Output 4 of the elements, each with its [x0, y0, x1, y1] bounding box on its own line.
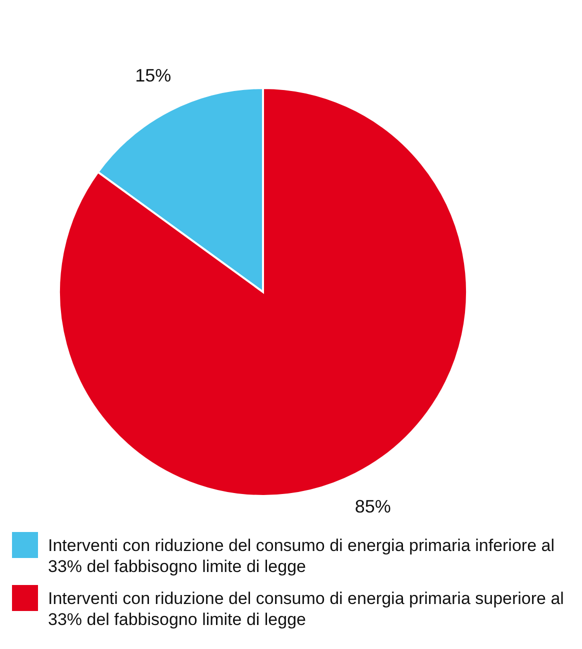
- legend-label: Interventi con riduzione del consumo di energia primaria inferiore al 33% del fabbisogno limite di legge: [48, 535, 556, 577]
- data-label: 85%: [354, 496, 391, 517]
- data-label: 15%: [135, 65, 172, 86]
- legend-label: Interventi con riduzione del consumo di energia primaria superiore al 33% del fabbisogno limite di legge: [48, 588, 565, 630]
